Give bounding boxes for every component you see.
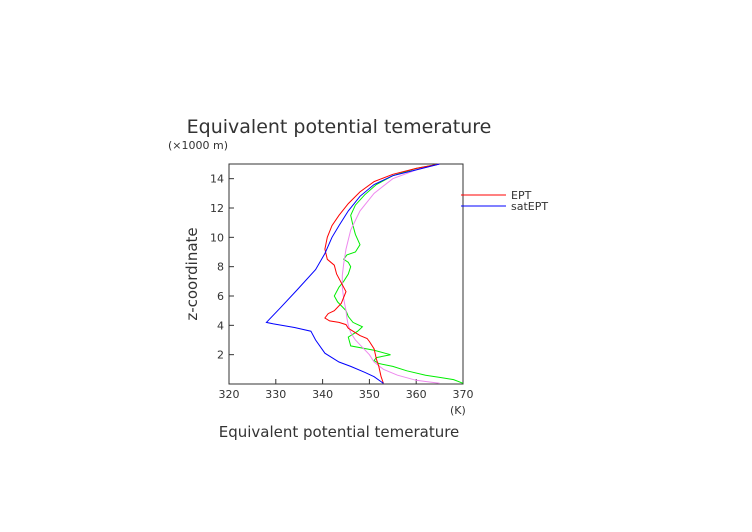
legend-label: satEPT <box>511 200 548 213</box>
y-tick-label: 14 <box>210 173 224 186</box>
y-unit-label: (×1000 m) <box>168 139 228 152</box>
y-tick-label: 4 <box>217 319 224 332</box>
x-tick-label: 360 <box>406 388 427 401</box>
x-tick-label: 320 <box>219 388 240 401</box>
chart-title: Equivalent potential temerature <box>187 116 492 138</box>
y-tick-label: 12 <box>210 202 224 215</box>
x-tick-label: 340 <box>312 388 333 401</box>
plot-area: 320 330 340 350 360 370 2 4 6 8 10 12 14 <box>210 163 474 401</box>
x-tick-label: 350 <box>359 388 380 401</box>
y-tick-label: 8 <box>217 261 224 274</box>
x-unit-label: (K) <box>450 404 466 417</box>
series-line-satept <box>265 163 440 384</box>
y-tick-label: 2 <box>217 349 224 362</box>
y-tick-label: 10 <box>210 231 224 244</box>
x-tick-label: 370 <box>453 388 474 401</box>
plot-frame <box>228 163 464 385</box>
y-tick-label: 6 <box>217 290 224 303</box>
y-axis-label: z-coordinate <box>183 227 201 320</box>
series-line-ept <box>324 163 440 384</box>
series-line-unlabeled-3 <box>341 163 440 384</box>
x-axis-label: Equivalent potential temerature <box>219 423 460 441</box>
series-line-unlabeled-2 <box>333 163 464 384</box>
legend-label: EPT <box>511 189 532 202</box>
x-tick-label: 330 <box>265 388 286 401</box>
